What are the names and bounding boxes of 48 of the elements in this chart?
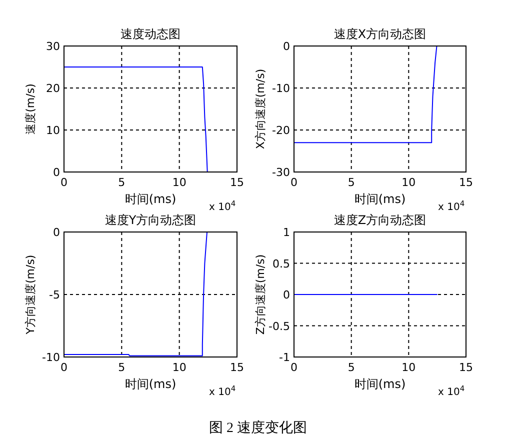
x-axis-title: 时间(ms) bbox=[124, 377, 176, 391]
chart-title: 速度Y方向动态图 bbox=[104, 213, 196, 227]
x-tick-label: 5 bbox=[348, 176, 355, 189]
y-axis-title: 速度(m/s) bbox=[24, 84, 37, 134]
y-tick-label: 0.5 bbox=[272, 257, 290, 270]
x-tick-label: 15 bbox=[230, 361, 244, 374]
text: x 10$^{4}$ bbox=[438, 384, 465, 398]
y-axis-title: Y方向速度(m/s) bbox=[24, 254, 37, 336]
y-tick-label: -0.5 bbox=[268, 320, 290, 333]
y-tick-label: 0 bbox=[53, 166, 60, 179]
line-series bbox=[64, 232, 208, 356]
y-tick-label: -10 bbox=[272, 82, 290, 95]
chart-title: 速度Z方向动态图 bbox=[334, 213, 426, 227]
x-tick-label: 5 bbox=[118, 361, 126, 374]
x-axis-title: 时间(ms) bbox=[124, 192, 176, 206]
y-tick-label: 0 bbox=[283, 40, 290, 53]
y-tick-label: 1 bbox=[283, 226, 290, 239]
x-tick-label: 5 bbox=[348, 361, 355, 374]
text: x 10$^{4}$ bbox=[209, 384, 236, 398]
chart-title: 速度动态图 bbox=[120, 27, 180, 41]
y-tick-label: 30 bbox=[46, 40, 60, 53]
y-axis-title: Z方向速度(m/s) bbox=[254, 254, 267, 335]
caption: 图 2 速度变化图 bbox=[209, 420, 307, 436]
line-series bbox=[294, 46, 438, 144]
y-tick-label: -10 bbox=[42, 351, 60, 364]
x-tick-label: 15 bbox=[459, 361, 473, 374]
x-axis-title: 时间(ms) bbox=[354, 192, 406, 206]
y-tick-label: -30 bbox=[272, 166, 290, 179]
y-tick-label: -20 bbox=[272, 124, 290, 137]
y-tick-label: 0 bbox=[283, 288, 290, 302]
y-tick-label: 20 bbox=[46, 82, 60, 95]
x-tick-label: 10 bbox=[402, 176, 416, 189]
text: x 10$^{4}$ bbox=[438, 198, 465, 213]
x-axis-title: 时间(ms) bbox=[354, 377, 406, 391]
chart-title: 速度X方向动态图 bbox=[334, 27, 426, 41]
y-tick-label: -1 bbox=[279, 351, 290, 364]
y-tick-label: 10 bbox=[46, 124, 60, 137]
y-axis-title: X方向速度(m/s) bbox=[254, 68, 267, 150]
x-tick-label: 10 bbox=[172, 361, 186, 374]
x-tick-label: 15 bbox=[230, 176, 244, 189]
x-tick-label: 10 bbox=[172, 176, 186, 189]
y-tick-label: 0 bbox=[53, 226, 60, 239]
x-tick-label: 10 bbox=[402, 361, 416, 374]
x-tick-label: 5 bbox=[118, 176, 126, 189]
line-series bbox=[64, 66, 208, 172]
x-tick-label: 15 bbox=[459, 176, 473, 189]
text: x 10$^{4}$ bbox=[209, 198, 236, 213]
y-tick-label: -5 bbox=[49, 288, 60, 302]
